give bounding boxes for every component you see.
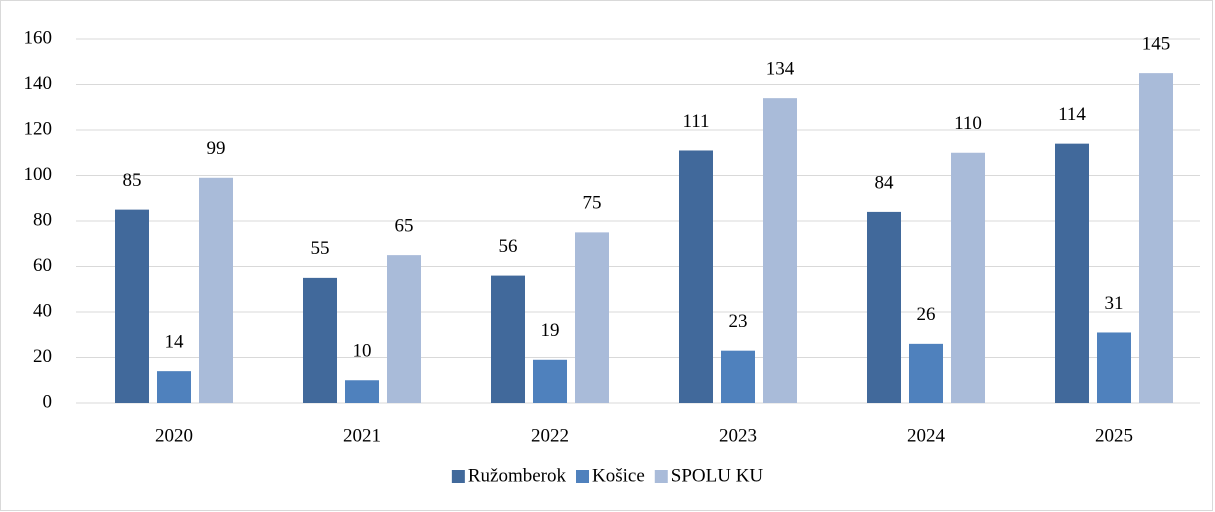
legend-swatch bbox=[654, 470, 668, 483]
y-tick-label: 80 bbox=[33, 209, 52, 230]
y-tick-label: 160 bbox=[24, 27, 53, 48]
data-label: 114 bbox=[1058, 104, 1086, 125]
bar bbox=[1139, 73, 1173, 403]
data-label: 10 bbox=[353, 341, 372, 362]
legend-label: Ružomberok bbox=[468, 465, 567, 486]
legend-label: Košice bbox=[592, 465, 645, 486]
bar bbox=[115, 209, 149, 403]
bar bbox=[1055, 143, 1089, 403]
y-tick-label: 20 bbox=[33, 346, 52, 367]
bar bbox=[575, 232, 609, 403]
x-tick-label: 2022 bbox=[531, 425, 569, 446]
data-label: 56 bbox=[499, 236, 518, 257]
bar bbox=[909, 343, 943, 403]
data-label: 31 bbox=[1105, 293, 1124, 314]
legend-swatch bbox=[451, 470, 465, 483]
bar bbox=[533, 359, 567, 403]
data-label: 19 bbox=[541, 320, 560, 341]
legend-label: SPOLU KU bbox=[671, 465, 764, 486]
bar bbox=[1097, 332, 1131, 403]
x-tick-label: 2021 bbox=[343, 425, 381, 446]
x-tick-label: 2025 bbox=[1095, 425, 1133, 446]
data-label: 84 bbox=[875, 172, 895, 193]
y-tick-label: 100 bbox=[24, 164, 53, 185]
data-label: 65 bbox=[395, 215, 414, 236]
bar bbox=[199, 177, 233, 403]
data-label: 14 bbox=[165, 332, 185, 353]
y-tick-label: 140 bbox=[24, 73, 53, 94]
y-tick-label: 60 bbox=[33, 255, 52, 276]
legend-swatch bbox=[576, 470, 590, 483]
bar bbox=[951, 152, 985, 403]
x-tick-label: 2020 bbox=[155, 425, 193, 446]
data-label: 75 bbox=[583, 193, 602, 214]
y-tick-label: 40 bbox=[33, 300, 52, 321]
data-label: 26 bbox=[917, 304, 936, 325]
bar bbox=[157, 371, 191, 403]
x-tick-label: 2023 bbox=[719, 425, 757, 446]
bar bbox=[387, 255, 421, 403]
data-label: 85 bbox=[123, 170, 142, 191]
bar bbox=[491, 275, 525, 403]
bar bbox=[867, 211, 901, 403]
bar bbox=[763, 98, 797, 404]
y-tick-label: 0 bbox=[43, 391, 53, 412]
data-label: 99 bbox=[207, 138, 226, 159]
data-label: 110 bbox=[954, 113, 982, 134]
bar bbox=[679, 150, 713, 403]
data-label: 55 bbox=[311, 238, 330, 259]
x-tick-label: 2024 bbox=[907, 425, 946, 446]
bar bbox=[345, 380, 379, 403]
y-tick-label: 120 bbox=[24, 118, 53, 139]
bar bbox=[303, 277, 337, 403]
bar bbox=[721, 350, 755, 403]
data-label: 23 bbox=[729, 311, 748, 332]
data-label: 134 bbox=[766, 59, 795, 80]
data-label: 111 bbox=[682, 111, 709, 132]
data-label: 145 bbox=[1142, 33, 1171, 54]
